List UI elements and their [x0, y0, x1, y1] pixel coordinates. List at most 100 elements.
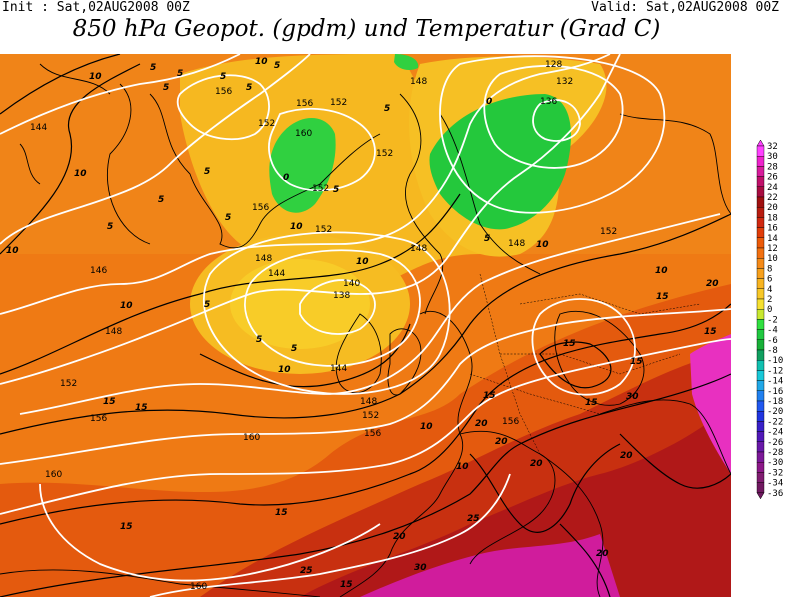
temp-label: 5: [291, 344, 297, 354]
legend-swatch: [756, 451, 765, 463]
geopot-label: 160: [243, 433, 260, 443]
legend-swatch: [756, 349, 765, 361]
temp-label: 15: [585, 398, 598, 408]
temp-label: 5: [333, 185, 339, 195]
temp-label: 5: [274, 61, 280, 71]
legend-label: 10: [767, 254, 778, 264]
map-title: 850 hPa Geopot. (gpdm) und Temperatur (G…: [72, 16, 661, 42]
geopot-label: 152: [600, 227, 617, 237]
legend-label: -14: [767, 377, 783, 387]
legend-label: 22: [767, 193, 778, 203]
temp-label: 10: [255, 57, 268, 67]
legend-swatch: [756, 247, 765, 259]
legend-swatch: [756, 472, 765, 483]
legend-swatch: [756, 441, 765, 453]
geopot-label: 148: [410, 77, 427, 87]
temp-label: 25: [467, 514, 480, 524]
init-time-label: Init : Sat,02AUG2008 00Z: [2, 0, 190, 15]
geopot-label: 156: [90, 414, 107, 424]
temp-label: 5: [225, 213, 231, 223]
legend-label: -6: [767, 336, 778, 346]
weather-map: 128 132 136 138 140 144 144 144 146 148 …: [0, 54, 731, 597]
legend-swatch: [756, 237, 765, 249]
legend-swatch: [756, 186, 765, 198]
geopot-label: 148: [105, 327, 122, 337]
temp-label: 5: [158, 195, 164, 205]
extreme-heat-region: [360, 534, 620, 597]
legend-label: -32: [767, 468, 783, 478]
temp-label: 30: [626, 392, 639, 402]
legend-label: 8: [767, 264, 772, 274]
geopot-label: 140: [343, 279, 360, 289]
geopot-label: 160: [45, 470, 62, 480]
country-borders: [469, 273, 701, 455]
geopot-label: 148: [255, 254, 272, 264]
temp-label: 25: [300, 566, 313, 576]
temperature-labels: 0 0 5 5 5 5 5 5 5 5 5 5 5 5 5 5 5 5 10 1…: [6, 57, 719, 590]
color-scale-legend: 32302826242220181614121086420-2-4-6-8-10…: [756, 140, 783, 500]
geopot-label: 156: [252, 203, 269, 213]
legend-arrow-bottom: [756, 492, 765, 500]
temp-label: 5: [256, 335, 262, 345]
legend-label: -4: [767, 326, 778, 336]
temp-label: 5: [384, 104, 390, 114]
geopot-label: 148: [360, 397, 377, 407]
legend-label: -12: [767, 366, 783, 376]
temp-label: 10: [89, 72, 102, 82]
temp-label: 5: [150, 63, 156, 73]
legend-label: 20: [767, 203, 778, 213]
legend-label: -26: [767, 438, 783, 448]
temp-label: 20: [393, 532, 406, 542]
legend-swatch: [756, 400, 765, 412]
legend-label: -10: [767, 356, 783, 366]
temp-label: 10: [120, 301, 133, 311]
temp-label: 10: [278, 365, 291, 375]
temp-label: 15: [120, 522, 133, 532]
geopot-label: 152: [258, 119, 275, 129]
temp-label: 10: [655, 266, 668, 276]
legend-swatch: [756, 196, 765, 208]
legend-swatch: [756, 380, 765, 392]
temp-label: 15: [483, 391, 496, 401]
legend-swatch: [756, 319, 765, 330]
temp-label: 20: [620, 451, 633, 461]
temp-label: 10: [456, 462, 469, 472]
legend-swatch: [756, 156, 765, 167]
legend-swatch: [756, 298, 765, 310]
legend-label: 26: [767, 173, 778, 183]
geopot-label: 152: [312, 184, 329, 194]
legend-label: 12: [767, 244, 778, 254]
geopot-label: 148: [410, 244, 427, 254]
legend-swatch: [756, 166, 765, 177]
legend-swatch: [756, 390, 765, 402]
legend-swatch: [756, 145, 765, 157]
temp-label: 15: [704, 327, 717, 337]
legend-label: -30: [767, 458, 783, 468]
geopot-label: 138: [333, 291, 350, 301]
valid-time-label: Valid: Sat,02AUG2008 00Z: [591, 0, 779, 15]
legend-swatch: [756, 462, 765, 473]
temp-label: 20: [530, 459, 543, 469]
legend-label: -8: [767, 346, 778, 356]
legend-label: -18: [767, 397, 783, 407]
temp-label: 10: [420, 422, 433, 432]
coastlines: [0, 63, 731, 597]
cold-region-greenland: [269, 117, 336, 213]
geopot-label: 152: [60, 379, 77, 389]
legend-label: 18: [767, 213, 778, 223]
temp-label: 10: [536, 240, 549, 250]
legend-label: 4: [767, 285, 772, 295]
temp-label: 10: [290, 222, 303, 232]
temp-label: 5: [204, 300, 210, 310]
geopot-label: 156: [502, 417, 519, 427]
geopot-label: 156: [364, 429, 381, 439]
legend-label: -36: [767, 489, 783, 499]
geopot-label: 160: [190, 582, 207, 592]
geopot-label: 136: [540, 97, 557, 107]
very-hot-region: [300, 404, 731, 597]
legend-swatch: [756, 308, 765, 320]
temp-label: 20: [706, 279, 719, 289]
legend-label: -34: [767, 479, 783, 489]
geopot-label: 152: [362, 411, 379, 421]
legend-swatch: [756, 421, 765, 432]
